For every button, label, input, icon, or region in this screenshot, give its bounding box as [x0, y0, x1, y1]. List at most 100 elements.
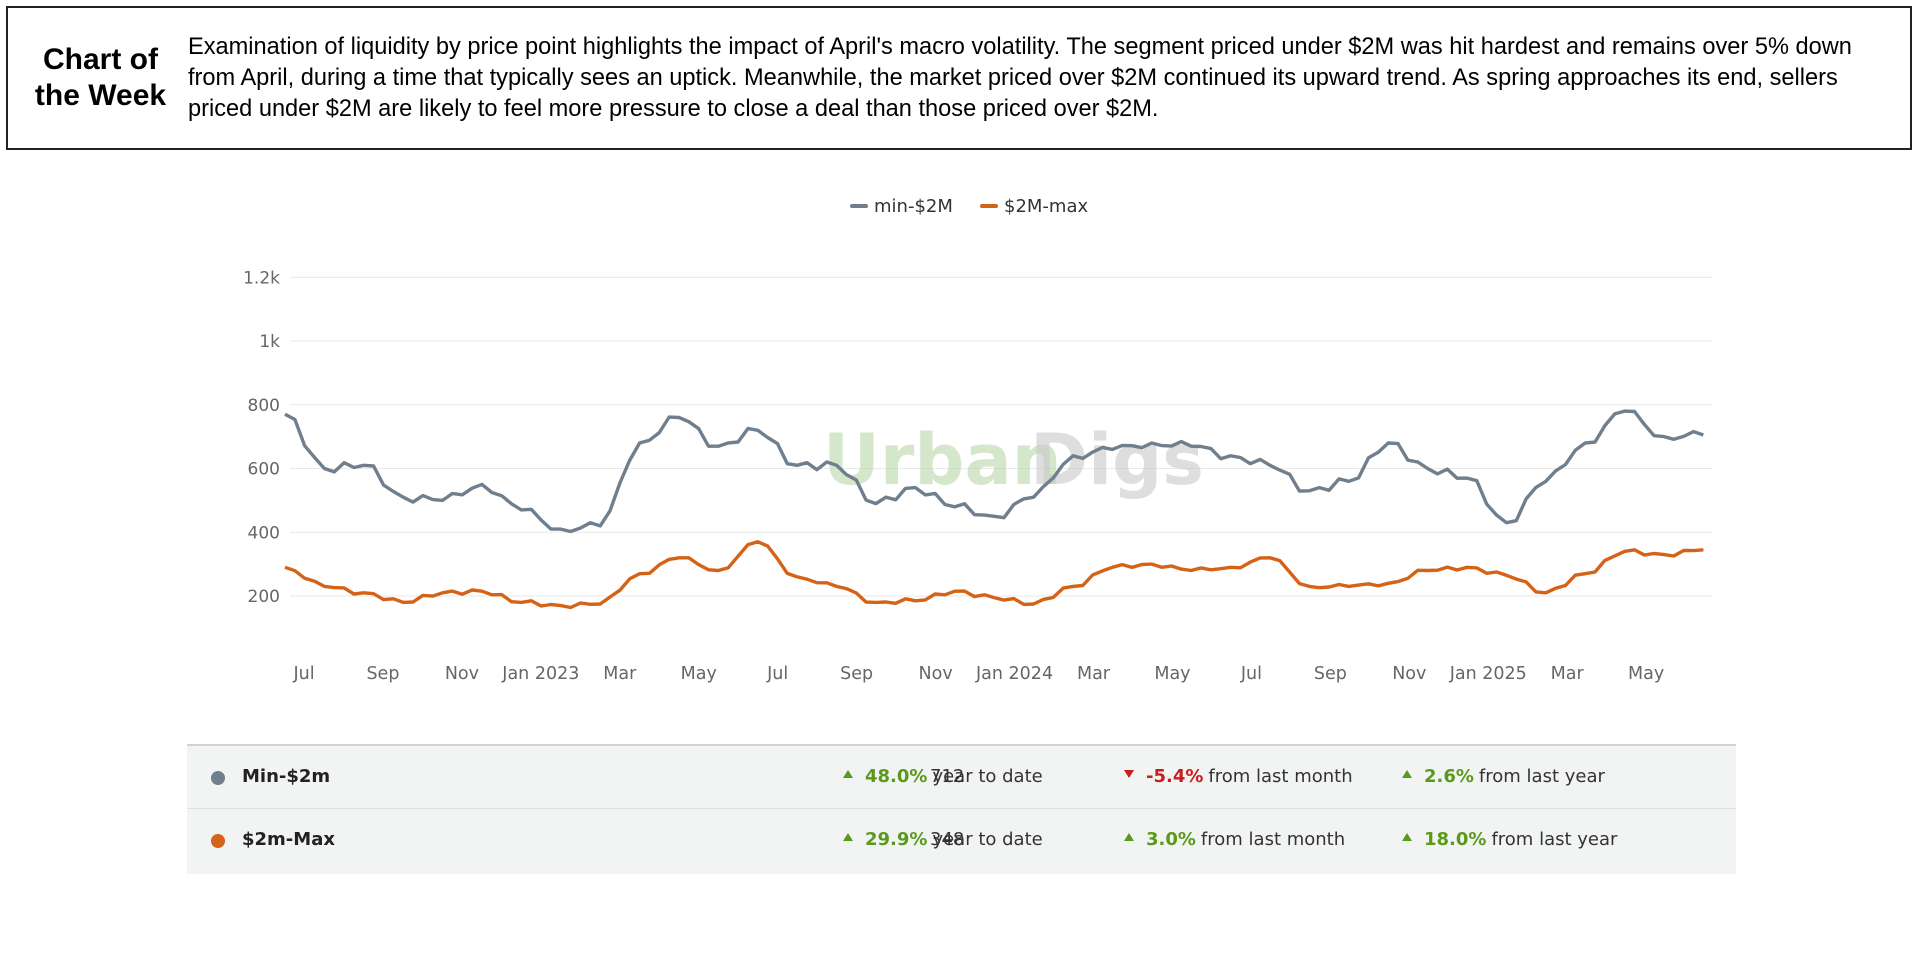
stats-table: Min-$2m 712 48.0% year to date -5.4% from las…	[187, 744, 1736, 874]
chart-of-week-header: Chart of the Week Examination of liquidi…	[6, 6, 1912, 150]
data-point	[560, 604, 562, 606]
data-point	[1426, 569, 1428, 571]
legend-item[interactable]: min-$2M	[850, 196, 953, 217]
triangle-up-icon	[843, 770, 853, 778]
data-point	[1584, 442, 1586, 444]
data-point	[1348, 585, 1350, 587]
y-axis-ticks: 200 400 600 800 1k 1.2k	[243, 268, 280, 607]
data-point	[1151, 563, 1153, 565]
data-point	[599, 603, 601, 605]
y-tick-label: 400	[248, 523, 280, 543]
x-tick-label: Jan 2024	[975, 664, 1053, 684]
series-line-min-2m	[284, 409, 1704, 534]
x-tick-label: Sep	[366, 664, 399, 684]
change-metric: -5.4% from last month	[1124, 766, 1353, 787]
change-label: from last year	[1478, 766, 1605, 787]
x-tick-label: Sep	[840, 664, 873, 684]
data-point	[402, 601, 404, 603]
data-point	[1702, 434, 1704, 436]
y-tick-label: 600	[248, 460, 280, 480]
triangle-up-icon	[1124, 833, 1134, 841]
data-point	[678, 557, 680, 559]
triangle-down-icon	[1124, 770, 1134, 778]
change-percent: 2.6%	[1424, 766, 1474, 787]
change-metric: 48.0% year to date	[843, 766, 1043, 787]
data-point	[1269, 557, 1271, 559]
series-name: $2m-Max	[242, 829, 335, 850]
data-point	[1032, 603, 1034, 605]
data-point	[678, 416, 680, 418]
stats-row: Min-$2m 712 48.0% year to date -5.4% from las…	[187, 744, 1736, 809]
x-tick-label: Jul	[1240, 664, 1262, 684]
x-tick-label: May	[681, 664, 717, 684]
data-point	[993, 596, 995, 598]
data-point	[835, 464, 837, 466]
data-point	[402, 496, 404, 498]
data-point	[1072, 585, 1074, 587]
data-point	[1269, 464, 1271, 466]
data-point	[875, 502, 877, 504]
data-point	[1229, 566, 1231, 568]
x-tick-label: Jul	[766, 664, 788, 684]
stats-row: $2m-Max 348 29.9% year to date 3.0% from last…	[187, 809, 1736, 874]
x-tick-label: Jul	[292, 664, 314, 684]
data-point	[1466, 477, 1468, 479]
data-point	[1348, 480, 1350, 482]
series-current-value: 712	[930, 766, 965, 787]
change-label: from last year	[1491, 829, 1618, 850]
x-tick-label: Mar	[603, 664, 637, 684]
legend-label: $2M-max	[1004, 196, 1088, 217]
legend-label: min-$2M	[874, 196, 953, 217]
chart-legend: min-$2M $2M-max	[850, 196, 1088, 217]
data-point	[638, 442, 640, 444]
watermark-urban: Urban	[823, 419, 1062, 501]
change-label: year to date	[932, 829, 1043, 850]
data-point	[1584, 573, 1586, 575]
data-point	[323, 467, 325, 469]
data-point	[1387, 582, 1389, 584]
data-point	[1308, 585, 1310, 587]
liquidity-line-chart: min-$2M $2M-max 200 400 600 800 1k 1.2k Jul Sep…	[243, 196, 1712, 684]
y-tick-label: 800	[248, 396, 280, 416]
series-line-2m-max	[284, 540, 1704, 610]
change-label: from last month	[1200, 829, 1346, 850]
data-point	[284, 566, 286, 568]
x-tick-label: Sep	[1314, 664, 1347, 684]
data-point	[1623, 550, 1625, 552]
x-tick-label: Mar	[1551, 664, 1585, 684]
watermark-digs: Digs	[1030, 419, 1204, 501]
data-point	[1623, 410, 1625, 412]
data-point	[835, 585, 837, 587]
data-point	[717, 445, 719, 447]
data-point	[875, 601, 877, 603]
data-point	[1190, 569, 1192, 571]
data-point	[481, 590, 483, 592]
data-point	[993, 515, 995, 517]
data-point	[284, 413, 286, 415]
data-point	[441, 592, 443, 594]
y-tick-label: 200	[248, 587, 280, 607]
change-percent: 3.0%	[1146, 829, 1196, 850]
x-tick-label: Jan 2023	[501, 664, 579, 684]
legend-item[interactable]: $2M-max	[980, 196, 1088, 217]
data-point	[363, 464, 365, 466]
data-point	[1663, 553, 1665, 555]
x-tick-label: Nov	[919, 664, 953, 684]
data-point	[796, 576, 798, 578]
change-percent: 18.0%	[1424, 829, 1487, 850]
data-point	[638, 573, 640, 575]
data-point	[717, 569, 719, 571]
data-point	[1072, 455, 1074, 457]
chart-grid	[290, 276, 1712, 597]
change-percent: 48.0%	[865, 766, 928, 787]
x-tick-label: May	[1154, 664, 1190, 684]
data-point	[757, 541, 759, 543]
urbandigs-watermark: Urban Digs	[823, 419, 1204, 501]
change-label: year to date	[932, 766, 1043, 787]
data-point	[954, 590, 956, 592]
x-tick-label: Nov	[445, 664, 479, 684]
series-name: Min-$2m	[242, 766, 331, 787]
change-percent: 29.9%	[865, 829, 928, 850]
header-description: Examination of liquidity by price point …	[188, 34, 1852, 122]
x-tick-label: Jan 2025	[1449, 664, 1527, 684]
